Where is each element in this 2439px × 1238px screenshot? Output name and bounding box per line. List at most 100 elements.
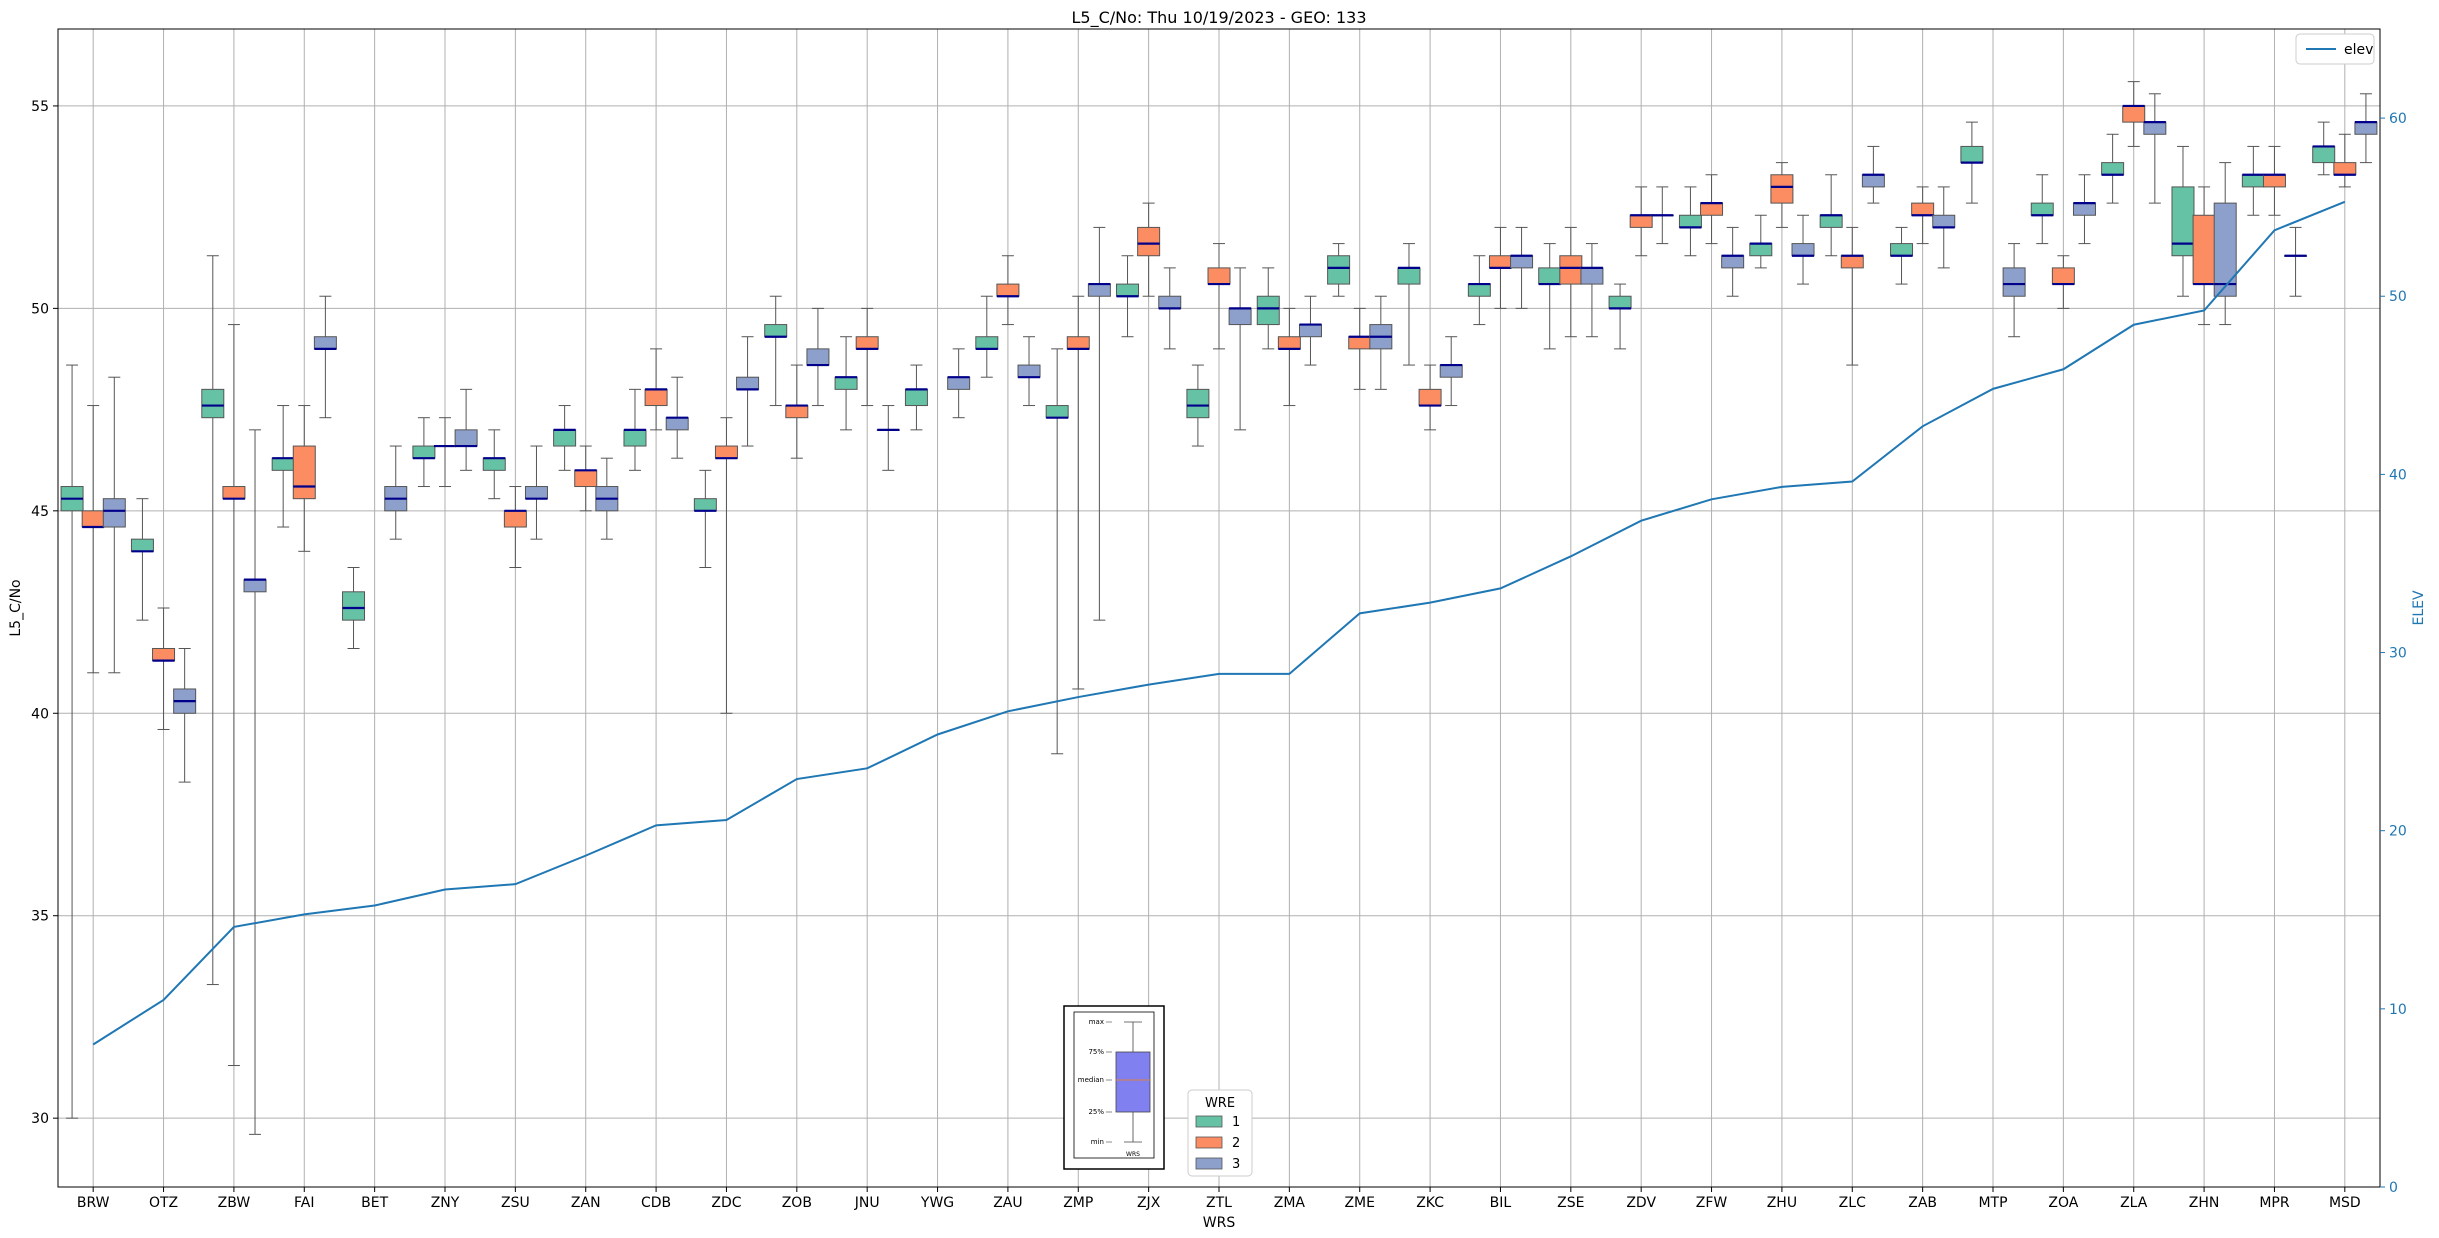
box-ywg-wre1: [904, 364, 928, 431]
x-tick-label: BIL: [1490, 1195, 1512, 1211]
box-iqr: [2002, 267, 2026, 297]
box-msd-wre3: [2354, 93, 2378, 164]
box-mtp-wre1: [1960, 121, 1984, 204]
x-tick-label: MPR: [2259, 1195, 2290, 1211]
x-tick-label: JNU: [854, 1195, 880, 1211]
inset-box: [1115, 1051, 1151, 1113]
box-fai-wre1: [271, 405, 295, 528]
box-iqr: [1298, 324, 1322, 338]
box-zau-wre2: [996, 255, 1020, 326]
x-tick-label: ZAU: [993, 1195, 1022, 1211]
wre-legend-label-3: 3: [1232, 1157, 1240, 1172]
box-iqr: [1137, 226, 1161, 257]
box-ztl-wre3: [1228, 267, 1252, 431]
box-zau-wre3: [1017, 336, 1041, 407]
box-iqr: [1418, 388, 1442, 407]
box-zan-wre1: [553, 405, 577, 471]
box-zan-wre2: [574, 445, 598, 512]
y2-tick-label: 20: [2389, 824, 2407, 840]
box-zab-wre3: [1932, 186, 1956, 269]
inset-label-3: 25%: [1088, 1108, 1104, 1116]
inset-xlabel: WRS: [1126, 1151, 1140, 1158]
box-zse-wre2: [1559, 226, 1583, 338]
x-tick-label: ZTL: [1206, 1195, 1232, 1211]
box-iqr: [1861, 174, 1885, 188]
box-zdc-wre2: [714, 417, 738, 714]
box-otz-wre1: [130, 498, 154, 621]
box-iqr: [1116, 283, 1140, 297]
box-zmp-wre2: [1066, 295, 1090, 690]
box-bil-wre2: [1488, 226, 1512, 309]
y2-tick-label: 60: [2389, 111, 2407, 127]
box-zkc-wre1: [1397, 243, 1421, 366]
y-tick-label: 40: [31, 706, 49, 722]
x-tick-label: ZAN: [571, 1195, 601, 1211]
box-iqr: [1559, 255, 1583, 285]
box-iqr: [2030, 202, 2054, 216]
box-zdv-wre2: [1629, 186, 1653, 257]
box-cdb-wre3: [665, 376, 689, 459]
box-zny-wre1: [412, 417, 436, 488]
box-iqr: [1256, 295, 1280, 326]
box-iqr: [2213, 202, 2237, 297]
box-iqr: [2051, 267, 2075, 285]
box-iqr: [1510, 255, 1534, 269]
box-zjx-wre2: [1137, 202, 1161, 297]
box-zdc-wre3: [736, 336, 760, 447]
x-tick-label: MSD: [2329, 1195, 2361, 1211]
box-zdc-wre1: [693, 469, 717, 569]
box-iqr: [1186, 388, 1210, 419]
x-tick-label: MTP: [1978, 1195, 2007, 1211]
box-ztl-wre2: [1207, 243, 1231, 350]
box-iqr: [1327, 255, 1351, 285]
box-iqr: [1207, 267, 1231, 285]
box-iqr: [201, 388, 225, 419]
box-iqr: [2312, 145, 2336, 164]
box-fai-wre3: [313, 295, 337, 419]
grid: [58, 29, 2380, 1187]
box-zsu-wre2: [503, 486, 527, 569]
box-iqr: [412, 445, 436, 459]
box-iqr: [524, 486, 548, 500]
box-otz-wre2: [152, 607, 176, 730]
box-zob-wre3: [806, 307, 830, 407]
box-iqr: [785, 405, 809, 419]
box-zse-wre3: [1580, 243, 1604, 338]
box-zoa-wre1: [2030, 174, 2054, 245]
box-iqr: [2354, 121, 2378, 135]
y2-tick-label: 30: [2389, 646, 2407, 662]
inset-label-2: median: [1078, 1076, 1104, 1084]
box-zhu-wre1: [1749, 214, 1773, 269]
box-ztl-wre1: [1186, 364, 1210, 447]
box-iqr: [644, 388, 668, 407]
wre-legend-swatch-2: [1195, 1136, 1223, 1149]
box-jnu-wre2: [855, 307, 879, 407]
box-iqr: [806, 348, 830, 366]
box-iqr: [152, 647, 176, 662]
elevation-series: [92, 200, 2346, 1046]
box-iqr: [764, 324, 788, 338]
box-iqr: [1439, 364, 1463, 378]
box-zlc-wre1: [1819, 174, 1843, 257]
elev-legend: elev: [2295, 33, 2375, 65]
box-mpr-wre2: [2262, 145, 2286, 216]
box-iqr: [1890, 243, 1914, 257]
box-iqr: [1608, 295, 1632, 309]
box-zme-wre2: [1348, 307, 1372, 390]
box-iqr: [1749, 243, 1773, 257]
x-tick-label: ZDV: [1626, 1195, 1656, 1211]
x-tick-label: ZME: [1344, 1195, 1375, 1211]
x-axis-label: WRS: [1203, 1215, 1236, 1231]
box-zmp-wre3: [1087, 226, 1111, 621]
box-zbw-wre3: [243, 429, 267, 1135]
y2-tick-label: 50: [2389, 289, 2407, 305]
box-zob-wre1: [764, 295, 788, 407]
box-zma-wre2: [1277, 307, 1301, 407]
box-iqr: [292, 445, 316, 500]
box-zhn-wre3: [2213, 162, 2237, 326]
box-jnu-wre1: [834, 336, 858, 431]
box-mpr-wre3: [2284, 226, 2308, 297]
box-iqr: [1770, 174, 1794, 204]
x-tick-label: ZOA: [2048, 1195, 2078, 1211]
box-zoa-wre3: [2072, 174, 2096, 245]
